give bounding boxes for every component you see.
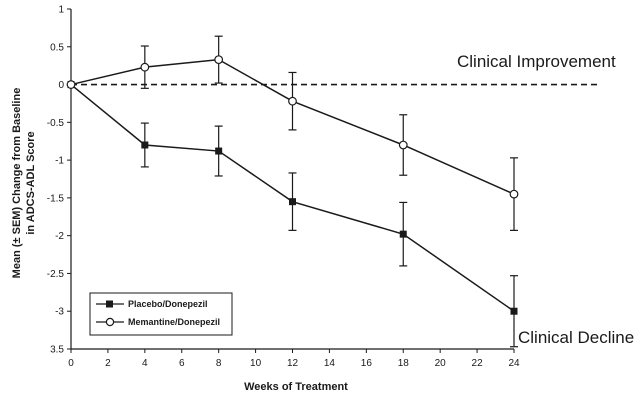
data-point xyxy=(140,62,150,72)
x-tick-label: 0 xyxy=(68,358,74,369)
x-tick-label: 10 xyxy=(250,358,262,369)
data-point xyxy=(214,55,224,65)
x-tick-label: 4 xyxy=(142,358,148,369)
legend-label-memantine: Memantine/Donepezil xyxy=(128,317,220,327)
series-memantine-donepezil xyxy=(66,35,519,231)
y-axis-title-line-1: Mean (± SEM) Change from Baseline xyxy=(11,88,23,279)
x-tick-label: 12 xyxy=(287,358,299,369)
clinical-improvement-annotation: Clinical Improvement xyxy=(457,52,616,71)
data-point xyxy=(509,189,519,199)
series-layer xyxy=(66,35,519,348)
data-point xyxy=(398,140,408,150)
y-tick-label: -3 xyxy=(55,307,64,318)
legend-label-placebo: Placebo/Donepezil xyxy=(128,299,208,309)
x-tick-label: 6 xyxy=(179,358,185,369)
x-tick-label: 24 xyxy=(508,358,520,369)
data-point xyxy=(510,307,518,315)
y-tick-label: 1 xyxy=(58,5,64,16)
x-axis-ticks: 0 2 4 6 8 10 12 14 16 18 20 22 24 xyxy=(68,349,520,369)
clinical-decline-annotation: Clinical Decline xyxy=(518,328,634,347)
data-point xyxy=(215,147,223,155)
x-tick-label: 16 xyxy=(361,358,373,369)
x-tick-label: 14 xyxy=(324,358,336,369)
data-point xyxy=(66,80,76,89)
x-tick-label: 8 xyxy=(216,358,222,369)
data-point xyxy=(289,198,296,206)
legend: Placebo/Donepezil Memantine/Donepezil xyxy=(89,292,233,336)
data-point xyxy=(141,141,149,149)
x-axis-title: Weeks of Treatment xyxy=(244,381,348,393)
legend-box xyxy=(89,292,233,336)
y-axis-ticks: 1 0.5 0 -0.5 -1 -1.5 -2 -2.5 -3 3.5 xyxy=(47,5,71,356)
y-tick-label: 0.5 xyxy=(50,42,64,53)
y-tick-label: 0 xyxy=(58,80,64,91)
series-line xyxy=(70,83,515,312)
series-line xyxy=(70,58,515,195)
series-placebo-donepezil xyxy=(67,81,518,348)
data-point xyxy=(399,230,407,238)
y-tick-label: -2 xyxy=(55,231,64,242)
y-tick-label: -2.5 xyxy=(47,269,65,280)
y-axis-title: Mean (± SEM) Change from Baseline in ADC… xyxy=(11,88,37,279)
data-point xyxy=(288,96,297,106)
y-tick-label: 3.5 xyxy=(50,345,64,356)
legend-marker-placebo xyxy=(106,300,113,308)
y-axis-title-line-2: in ADCS-ADL Score xyxy=(25,131,37,234)
x-tick-label: 18 xyxy=(398,358,410,369)
x-tick-label: 2 xyxy=(105,358,111,369)
legend-marker-memantine xyxy=(105,317,115,327)
x-tick-label: 20 xyxy=(435,358,447,369)
y-tick-label: -0.5 xyxy=(47,118,65,129)
y-tick-label: -1.5 xyxy=(47,193,65,204)
y-tick-label: -1 xyxy=(55,156,64,167)
x-tick-label: 22 xyxy=(472,358,484,369)
